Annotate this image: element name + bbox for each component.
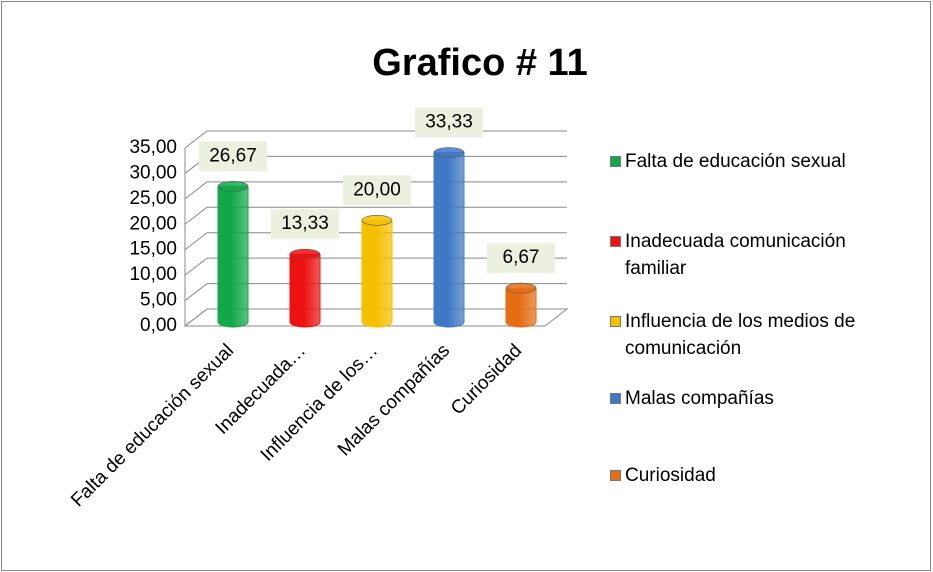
- data-label-box: [199, 141, 267, 172]
- bar-top: [289, 248, 321, 260]
- bar: [289, 253, 321, 328]
- legend-item: Influencia de los medios de comunicación: [610, 308, 910, 362]
- bar: [217, 185, 249, 328]
- legend-item: Curiosidad: [610, 462, 910, 489]
- y-tick-label: 5,00: [140, 290, 177, 311]
- y-tick-label: 0,00: [140, 315, 177, 336]
- bar: [433, 151, 465, 328]
- data-label-box: [487, 243, 555, 274]
- y-tick-label: 25,00: [129, 188, 177, 209]
- y-tick-label: 20,00: [129, 213, 177, 234]
- bar-top: [505, 282, 537, 294]
- data-label-box: [415, 107, 483, 138]
- data-label: 6,67: [503, 247, 540, 268]
- legend-swatch: [610, 236, 621, 247]
- legend-swatch: [610, 470, 621, 481]
- legend-label: Curiosidad: [625, 465, 716, 486]
- data-label-box: [343, 175, 411, 206]
- bar-top: [217, 181, 249, 192]
- bar-top: [433, 147, 465, 158]
- data-label: 13,33: [281, 213, 329, 234]
- legend-label: Falta de educación sexual: [625, 151, 846, 172]
- legend-item: Malas compañías: [610, 385, 910, 412]
- legend-item: Inadecuada comunicación familiar: [610, 228, 910, 282]
- legend-label: Malas compañías: [625, 388, 774, 409]
- chart-title: Grafico # 11: [372, 42, 587, 84]
- data-label: 20,00: [353, 179, 401, 200]
- y-tick-label: 10,00: [129, 264, 177, 285]
- legend-label: Influencia de los medios de comunicación: [625, 311, 856, 359]
- data-label: 26,67: [209, 145, 257, 166]
- y-tick-label: 15,00: [129, 239, 177, 260]
- data-label-box: [271, 209, 339, 240]
- bar: [505, 287, 537, 328]
- legend-label: Inadecuada comunicación familiar: [625, 231, 846, 279]
- y-tick-label: 35,00: [129, 137, 177, 158]
- legend-swatch: [610, 156, 621, 167]
- y-tick-label: 30,00: [129, 162, 177, 183]
- data-label: 33,33: [425, 112, 473, 133]
- bar: [361, 219, 393, 328]
- legend-swatch: [610, 316, 621, 327]
- legend-swatch: [610, 393, 621, 404]
- legend-item: Falta de educación sexual: [610, 148, 910, 175]
- bar-top: [361, 214, 393, 226]
